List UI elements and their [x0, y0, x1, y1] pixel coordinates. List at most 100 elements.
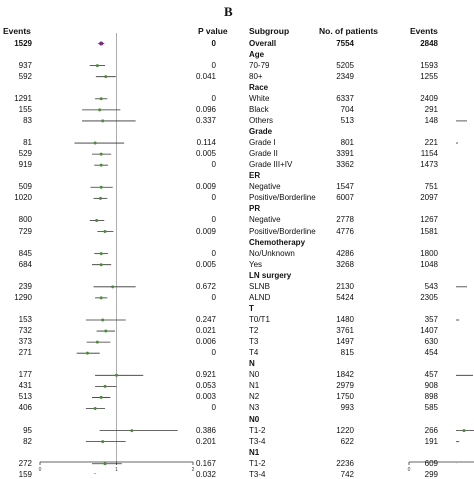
- events-left-value: 272: [18, 458, 32, 468]
- point-estimate: [103, 462, 107, 466]
- patients-value: 1480: [336, 315, 354, 324]
- events-right-value: 191: [424, 436, 438, 446]
- subgroup-label: T1-2: [249, 458, 266, 468]
- point-estimate: [101, 440, 105, 444]
- events-right-value: 1800: [420, 248, 438, 258]
- point-estimate: [93, 141, 97, 145]
- events-right-value: 908: [424, 381, 438, 391]
- header-events-right: Events: [410, 26, 438, 36]
- subgroup-label: ALND: [249, 292, 271, 302]
- point-estimate: [85, 351, 89, 355]
- point-estimate: [98, 196, 102, 200]
- events-right-value: 2305: [420, 292, 438, 302]
- pvalue-value: 0.114: [196, 138, 216, 148]
- point-estimate: [99, 185, 103, 189]
- pvalue-value: 0.005: [195, 259, 216, 269]
- header-subgroup: Subgroup: [249, 26, 290, 36]
- patients-value: 513: [340, 115, 354, 125]
- events-left-value: 82: [23, 436, 32, 446]
- point-estimate: [99, 152, 103, 156]
- subgroup-heading: Age: [249, 49, 265, 59]
- subgroup-label: N0: [249, 370, 260, 380]
- events-left-value: 81: [23, 138, 32, 148]
- subgroup-label: SLNB: [249, 281, 270, 291]
- pvalue-value: 0: [211, 215, 216, 225]
- subgroup-heading: Race: [249, 82, 269, 92]
- subgroup-label: N1: [249, 381, 260, 391]
- subgroup-heading: LN surgery: [249, 270, 292, 280]
- pvalue-value: 0.009: [195, 182, 216, 192]
- events-left-value: 800: [18, 215, 32, 225]
- patients-value: 6337: [336, 93, 354, 103]
- events-right-value: 457: [424, 370, 438, 380]
- subgroup-label: Positive/Borderline: [249, 226, 316, 236]
- events-left-value: 919: [18, 160, 32, 170]
- patients-value: 5205: [336, 60, 354, 70]
- subgroup-label: T3: [249, 337, 259, 347]
- right-axis-tick-label: 0: [408, 467, 411, 473]
- pvalue-value: 0.009: [195, 226, 216, 236]
- events-right-value: 1267: [420, 215, 438, 225]
- header-patients: No. of patients: [319, 26, 379, 36]
- pvalue-value: 0: [211, 93, 216, 103]
- events-right-value: 357: [424, 315, 438, 324]
- left-axis-tick-label: 2: [192, 467, 195, 473]
- events-right-value: 1407: [420, 326, 438, 336]
- events-left-value: 155: [18, 104, 32, 114]
- subgroup-heading: N: [249, 359, 255, 369]
- events-right-value: 2097: [420, 193, 438, 203]
- subgroup-label: Yes: [249, 259, 263, 269]
- events-left-value: 177: [18, 370, 32, 380]
- events-left-value: 83: [23, 115, 32, 125]
- subgroup-label: T0/T1: [249, 315, 270, 324]
- events-right-value: 609: [424, 458, 438, 468]
- header-pvalue: P value: [198, 26, 228, 36]
- events-left-value: 406: [18, 403, 32, 413]
- events-right-value: 2409: [420, 93, 438, 103]
- point-estimate: [99, 263, 103, 267]
- events-left-value: 937: [18, 60, 32, 70]
- events-right-value: 1255: [420, 71, 438, 81]
- pvalue-value: 0: [211, 248, 216, 258]
- events-right-value: 585: [424, 403, 438, 413]
- patients-value: 704: [340, 104, 354, 114]
- subgroup-heading: PR: [249, 204, 261, 214]
- subgroup-label: Grade I: [249, 138, 276, 148]
- point-estimate: [130, 429, 134, 433]
- events-right-value: 1048: [420, 259, 438, 269]
- events-left-value: 509: [18, 182, 32, 192]
- patients-value: 2778: [336, 215, 354, 225]
- events-left-value: 732: [18, 326, 32, 336]
- pvalue-value: 0.672: [195, 281, 216, 291]
- events-left-value: 153: [18, 315, 32, 324]
- point-estimate: [104, 329, 108, 333]
- events-left-value: 1529: [14, 38, 32, 48]
- subgroup-heading: ER: [249, 171, 261, 181]
- subgroup-label: 70-79: [249, 60, 270, 70]
- point-estimate: [99, 395, 103, 399]
- events-left-value: 1291: [14, 93, 32, 103]
- events-right-value: 454: [424, 348, 438, 358]
- events-left-value: 373: [18, 337, 32, 347]
- subgroup-label: T2: [249, 326, 259, 336]
- patients-value: 1497: [336, 337, 354, 347]
- subgroup-label: T4: [249, 348, 259, 358]
- subgroup-label: White: [249, 93, 270, 103]
- point-estimate: [99, 252, 103, 256]
- subgroup-heading: Chemotherapy: [249, 237, 306, 247]
- events-right-value: 1154: [420, 149, 438, 159]
- pvalue-value: 0: [211, 38, 216, 48]
- point-estimate: [103, 230, 107, 234]
- events-left-value: 529: [18, 149, 32, 159]
- patients-value: 801: [340, 138, 354, 148]
- events-right-value: 1581: [420, 226, 438, 236]
- pvalue-value: 0.247: [195, 315, 216, 324]
- point-estimate: [93, 406, 97, 410]
- pvalue-value: 0.041: [195, 71, 216, 81]
- point-estimate: [95, 218, 99, 222]
- patients-value: 5424: [336, 292, 354, 302]
- pvalue-value: 0.096: [195, 104, 216, 114]
- events-right-value: 266: [424, 425, 438, 435]
- events-left-value: 845: [18, 248, 32, 258]
